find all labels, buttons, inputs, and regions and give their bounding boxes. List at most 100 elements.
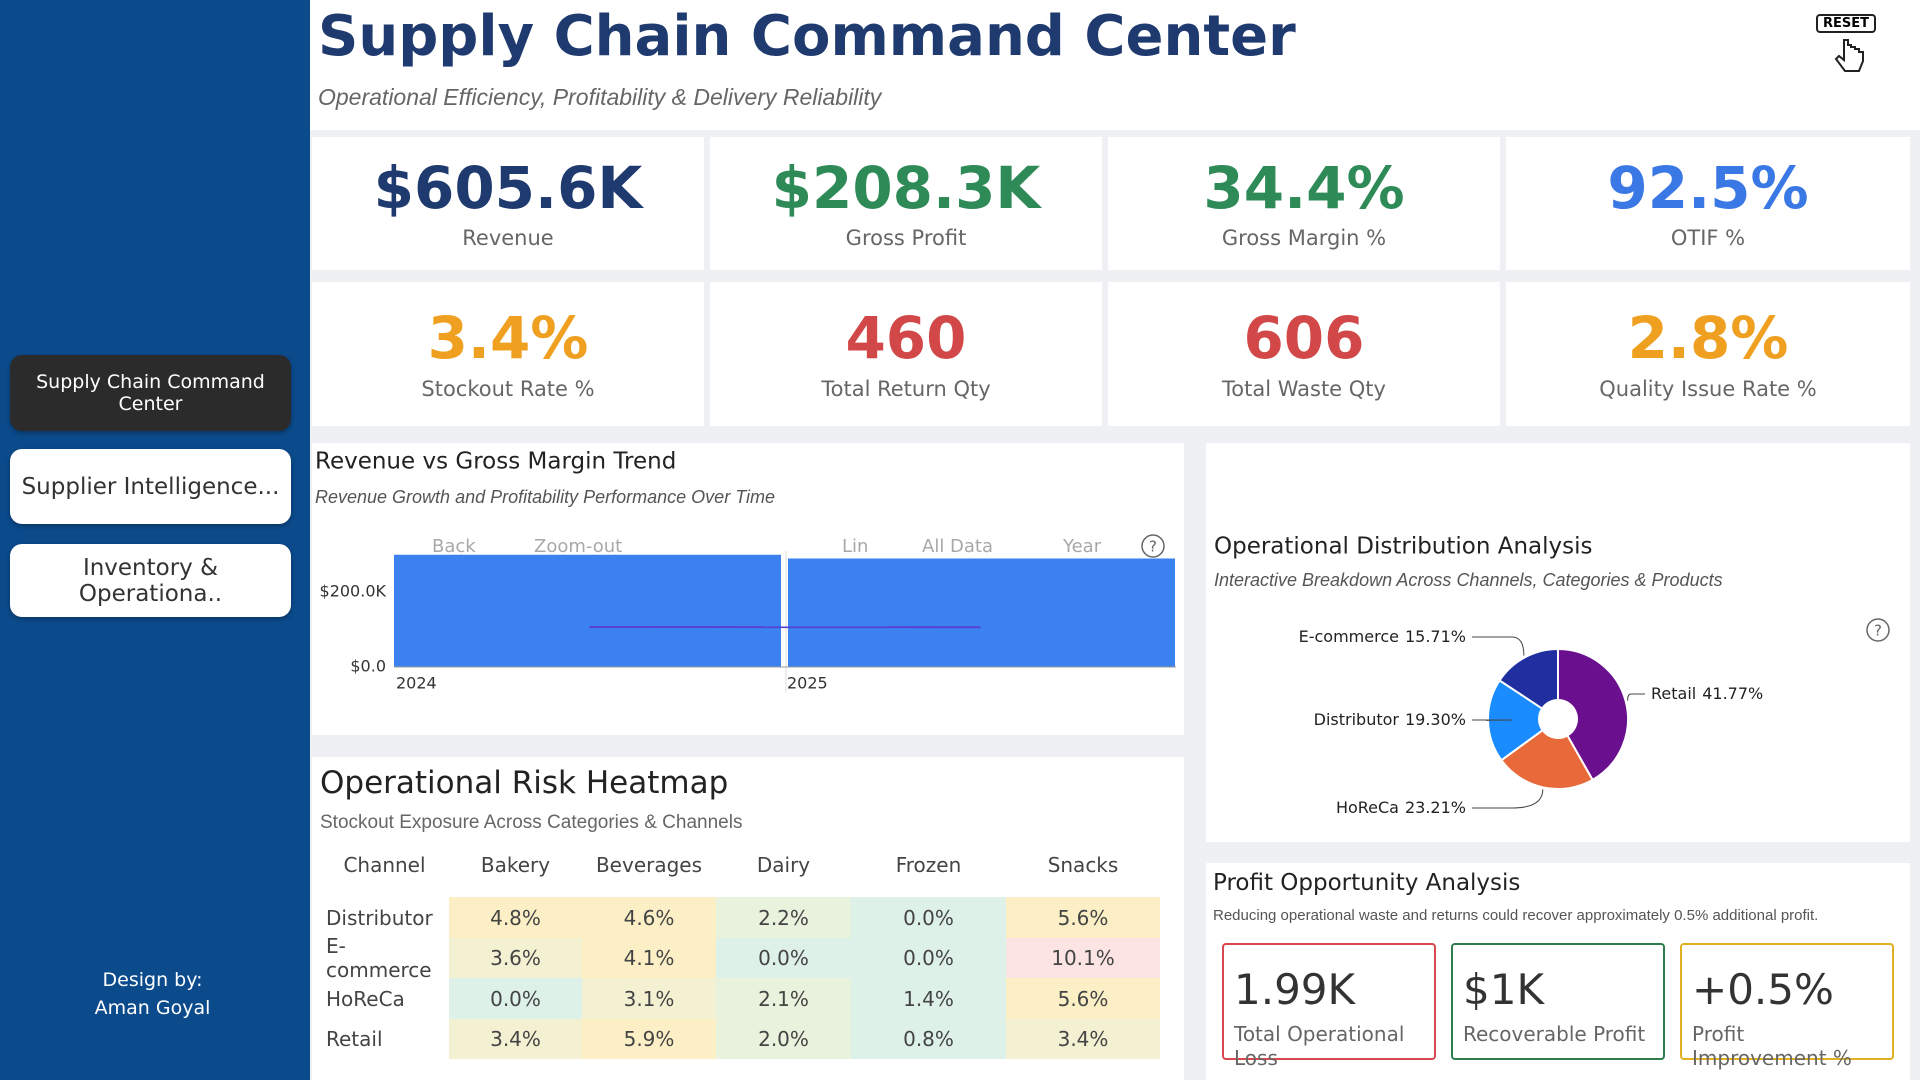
chart-subtitle: Revenue Growth and Profitability Perform… [315, 487, 775, 507]
slice-value: 41.77% [1702, 684, 1763, 703]
kpi-label: Revenue [462, 226, 554, 251]
toolbar-item: Zoom-out [534, 536, 622, 557]
revenue-bar [788, 558, 1175, 667]
toolbar-item: All Data [922, 536, 993, 557]
profit-value: $1K [1463, 965, 1544, 1014]
slice-value: 19.30% [1405, 710, 1466, 729]
kpi-label: Total Waste Qty [1222, 376, 1386, 401]
heatmap-cell: 1.4% [851, 978, 1006, 1019]
kpi-value: 92.5% [1607, 153, 1809, 222]
heatmap-cell: 0.8% [851, 1019, 1006, 1059]
profit-value: 1.99K [1234, 965, 1356, 1014]
pie-slice [1498, 647, 1559, 710]
reset-label: RESET [1816, 14, 1876, 33]
heatmap-cell: 3.4% [449, 1019, 582, 1059]
y-tick-label: $0.0 [350, 657, 386, 676]
credit: Aman Goyal [94, 997, 211, 1019]
heatmap-cell: 3.1% [582, 978, 716, 1019]
hand-icon [1834, 39, 1864, 72]
kpi-value: 606 [1243, 304, 1365, 373]
heatmap-cell: 10.1% [1006, 938, 1160, 978]
kpi-card: 460 Total Return Qty [710, 282, 1102, 426]
heatmap-cell: 0.0% [449, 978, 582, 1019]
heatmap-cell: 0.0% [851, 897, 1006, 938]
heatmap-cell: 2.2% [716, 897, 851, 938]
page-title: Supply Chain Command Center [318, 4, 1296, 69]
row-label: HoReCa [326, 986, 405, 1011]
kpi-label: Gross Margin % [1221, 226, 1387, 251]
profit-card: $1K Recoverable Profit [1451, 943, 1665, 1060]
heatmap-cell: 2.0% [716, 1019, 851, 1059]
kpi-value: 2.8% [1627, 304, 1789, 373]
header-bg [310, 0, 1920, 130]
kpi-card: $208.3K Gross Profit [710, 137, 1102, 270]
kpi-value: 460 [845, 304, 967, 373]
profit-label: Total Operational Loss [1234, 1022, 1405, 1070]
leader-line [1472, 719, 1513, 722]
slice-value: 23.21% [1405, 798, 1466, 817]
kpi-card: 92.5% OTIF % [1506, 137, 1910, 270]
pie-slice [1557, 647, 1629, 782]
slice-label: E-commerce 15.71% [1299, 627, 1466, 646]
heatmap-header: Channel [343, 853, 426, 877]
slice-name: E-commerce [1299, 627, 1399, 646]
pie-slice [1500, 728, 1594, 790]
help-icon: ? [1874, 622, 1882, 640]
kpi-label: Total Return Qty [821, 376, 991, 401]
slice-name: HoReCa [1336, 798, 1399, 817]
leader-line [1472, 636, 1525, 656]
heatmap-cell: 2.1% [716, 978, 851, 1019]
nav-button[interactable]: Supply Chain Command Center [10, 355, 291, 431]
slice-label: HoReCa 23.21% [1336, 798, 1466, 817]
profit-label: Profit Improvement % [1692, 1022, 1852, 1070]
kpi-card: 3.4% Stockout Rate % [312, 282, 704, 426]
heatmap-cell: 4.1% [582, 938, 716, 978]
heatmap-cell: 5.6% [1006, 897, 1160, 938]
chart-subtitle: Interactive Breakdown Across Channels, C… [1214, 570, 1723, 590]
toolbar-item: Lin [842, 536, 868, 557]
help-circle [1866, 618, 1890, 642]
heatmap-cell: 5.6% [1006, 978, 1160, 1019]
heatmap-cell: 0.0% [716, 938, 851, 978]
kpi-card: 34.4% Gross Margin % [1108, 137, 1500, 270]
heatmap-subtitle: Stockout Exposure Across Categories & Ch… [320, 812, 743, 833]
heatmap-header: Dairy [756, 853, 811, 877]
help-circle [1141, 534, 1165, 558]
y-tick-label: $200.0K [320, 582, 387, 601]
heatmap-title: Operational Risk Heatmap [320, 765, 729, 801]
nav-button[interactable]: Supplier Intelligence... [10, 449, 291, 524]
kpi-label: OTIF % [1670, 226, 1746, 251]
kpi-value: 34.4% [1203, 153, 1405, 222]
toolbar-item: Back [432, 536, 476, 557]
slice-name: Retail [1651, 684, 1696, 703]
kpi-value: $208.3K [771, 153, 1041, 222]
slice-label: Distributor 19.30% [1314, 710, 1466, 729]
kpi-label: Stockout Rate % [421, 376, 595, 401]
row-label: Distributor [326, 905, 433, 930]
row-label: E-commerce [326, 934, 432, 982]
slice-label: Retail 41.77% [1651, 684, 1763, 703]
panel-bg [1206, 863, 1910, 1080]
help-icon: ? [1149, 538, 1157, 556]
heatmap-cell: 4.6% [582, 897, 716, 938]
x-tick-label: 2024 [396, 674, 437, 693]
page-subtitle: Operational Efficiency, Profitability & … [318, 84, 882, 110]
credit: Design by: [102, 969, 203, 991]
heatmap-header: Frozen [895, 853, 962, 877]
sidebar [0, 0, 310, 1080]
heatmap-cell: 0.0% [851, 938, 1006, 978]
x-tick-label: 2025 [787, 674, 828, 693]
slice-name: Distributor [1314, 710, 1400, 729]
profit-title: Profit Opportunity Analysis [1213, 870, 1521, 896]
kpi-card: $605.6K Revenue [312, 137, 704, 270]
heatmap-cell: 5.9% [582, 1019, 716, 1059]
kpi-label: Gross Profit [845, 226, 967, 251]
nav-button[interactable]: Inventory & Operationa.. [10, 544, 291, 617]
reset-button[interactable]: RESET [1816, 14, 1876, 78]
profit-note: Reducing operational waste and returns c… [1213, 907, 1819, 924]
profit-card: 1.99K Total Operational Loss [1222, 943, 1436, 1070]
kpi-value: $605.6K [373, 153, 643, 222]
chart-title: Revenue vs Gross Margin Trend [315, 449, 676, 475]
kpi-label: Quality Issue Rate % [1599, 376, 1817, 401]
